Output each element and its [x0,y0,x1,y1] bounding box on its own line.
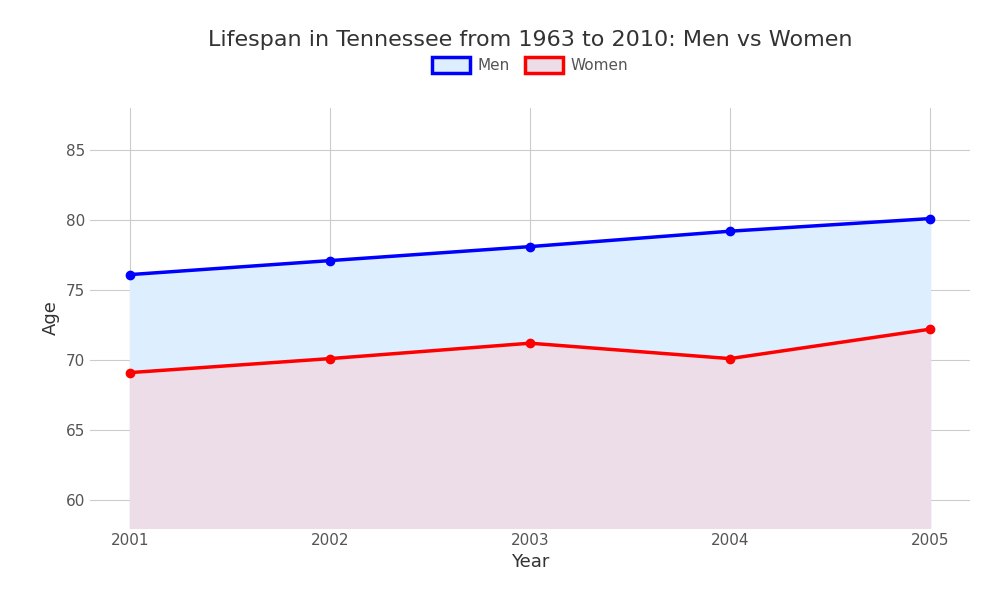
X-axis label: Year: Year [511,553,549,571]
Title: Lifespan in Tennessee from 1963 to 2010: Men vs Women: Lifespan in Tennessee from 1963 to 2010:… [208,29,852,49]
Y-axis label: Age: Age [42,301,60,335]
Legend: Men, Women: Men, Women [427,53,633,78]
